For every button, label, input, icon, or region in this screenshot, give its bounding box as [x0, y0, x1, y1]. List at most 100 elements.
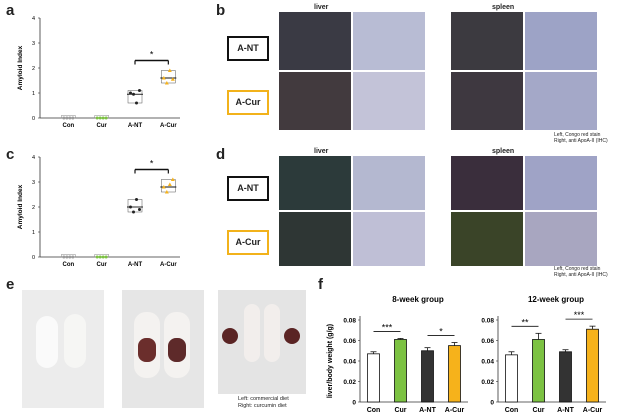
data-point [135, 101, 138, 105]
y-axis-label: Amyloid Index [17, 45, 24, 90]
panel-label-c: c [6, 146, 15, 163]
iqr-box [161, 70, 176, 84]
x-tick-label: Con [62, 123, 74, 129]
stain-legend-line2: Right, anti ApoA-II (IHC) [554, 272, 608, 278]
y-tick-label: 0.06 [481, 338, 494, 345]
panel-label-d: d [216, 146, 226, 163]
histology-panel-d: liver spleen A-NT A-Cur Left, Congo red … [216, 145, 617, 278]
data-point [62, 255, 66, 259]
histology-panel-b: liver spleen A-NT A-Cur Left, Congo red … [216, 0, 617, 145]
mouse-photo-2 [122, 290, 204, 408]
mouse-3-right [264, 304, 280, 362]
data-point [138, 208, 141, 211]
amyloid-chart-c: 0 1 2 3 4 Amyloid Index Con Cur A-NT A-Cur * [17, 155, 180, 268]
panel-label-a: a [6, 2, 15, 19]
data-point [71, 116, 75, 120]
y-tick-label: 2 [32, 66, 35, 72]
bar [586, 328, 599, 403]
data-point [170, 177, 175, 181]
data-point [104, 255, 108, 259]
data-point [95, 255, 99, 259]
mouse-photo-3 [218, 290, 306, 394]
panel-label-b: b [216, 2, 226, 19]
micrograph-liver-congo-ant [279, 12, 351, 70]
row-label-a-nt: A-NT [227, 176, 269, 201]
data-point [129, 205, 132, 209]
x-tick-label: A-NT [128, 123, 143, 129]
mouse-1-right [64, 314, 86, 368]
data-point [138, 89, 141, 92]
micrograph-spleen-congo-acur [451, 72, 523, 130]
x-tick-label: A-Cur [160, 262, 177, 268]
data-point [161, 185, 166, 189]
bar [559, 351, 572, 403]
data-point [101, 255, 105, 259]
mouse-3-left [244, 304, 260, 362]
iqr-box [161, 179, 176, 193]
micrograph-spleen-ihc-acur [525, 72, 597, 130]
y-tick-label: 0.04 [481, 359, 494, 366]
row-label-a-cur: A-Cur [227, 230, 269, 255]
y-axis-label: liver/body weight (g/g) [327, 324, 334, 398]
x-tick-label: Con [505, 407, 519, 414]
micrograph-spleen-congo-ant [451, 156, 523, 210]
data-point [62, 116, 66, 120]
sig-marker: *** [574, 310, 585, 320]
micrograph-liver-congo-acur [279, 72, 351, 130]
data-point [167, 182, 172, 186]
row-label-a-nt: A-NT [227, 36, 269, 61]
panel-label-e: e [6, 276, 15, 293]
y-tick-label: 4 [32, 16, 35, 22]
data-point [167, 68, 172, 72]
x-tick-label: Cur [532, 407, 544, 414]
row-label-a-cur: A-Cur [227, 90, 269, 115]
micrograph-spleen-ihc-ant [525, 12, 597, 70]
sig-marker: ** [521, 317, 529, 327]
bar [505, 354, 518, 403]
col-label-liver: liver [314, 148, 329, 155]
data-point [164, 190, 169, 194]
data-point [65, 116, 69, 120]
liver-organ-right [168, 338, 186, 362]
y-tick-label: 0 [32, 255, 35, 261]
micrograph-liver-congo-ant [279, 156, 351, 210]
micrograph-liver-ihc-ant [353, 156, 425, 210]
micrograph-liver-ihc-acur [353, 212, 425, 266]
micrograph-spleen-ihc-acur [525, 212, 597, 266]
stain-legend-line1: Left, Congo red stain [554, 266, 601, 272]
mouse-photo-1 [22, 290, 104, 408]
x-tick-label: A-Cur [445, 407, 465, 414]
y-tick-label: 1 [32, 230, 35, 236]
data-point [98, 255, 102, 259]
diet-legend-line1: Left: commercial diet [238, 396, 289, 402]
x-tick-label: Con [62, 262, 74, 268]
data-point [68, 116, 72, 120]
diet-legend-line2: Right: curcumin diet [238, 403, 287, 409]
stain-legend-b: Left, Congo red stain Right, anti ApoA-I… [554, 132, 608, 144]
micrograph-spleen-congo-acur [451, 212, 523, 266]
data-point [170, 77, 175, 81]
data-point [101, 116, 105, 120]
y-tick-label: 3 [32, 180, 35, 186]
stain-legend-d: Left, Congo red stain Right, anti ApoA-I… [554, 266, 608, 278]
y-tick-label: 4 [32, 155, 35, 161]
data-point [98, 116, 102, 120]
y-tick-label: 0 [32, 116, 35, 122]
x-tick-label: A-NT [557, 407, 574, 414]
data-point [164, 81, 169, 85]
micrograph-liver-ihc-ant [353, 12, 425, 70]
micrograph-spleen-ihc-ant [525, 156, 597, 210]
bar [421, 350, 434, 403]
data-point [65, 255, 69, 259]
x-tick-label: Con [367, 407, 381, 414]
x-tick-label: A-Cur [583, 407, 603, 414]
y-tick-label: 2 [32, 205, 35, 211]
y-axis-label: Amyloid Index [17, 184, 24, 229]
y-tick-label: 3 [32, 41, 35, 47]
x-tick-label: Cur [394, 407, 406, 414]
micrograph-liver-congo-acur [279, 212, 351, 266]
diet-legend: Left: commercial diet Right: curcumin di… [238, 396, 289, 410]
bar [394, 339, 407, 403]
stain-legend-line1: Left, Congo red stain [554, 132, 601, 138]
chart-title: 8-week group [392, 295, 444, 304]
